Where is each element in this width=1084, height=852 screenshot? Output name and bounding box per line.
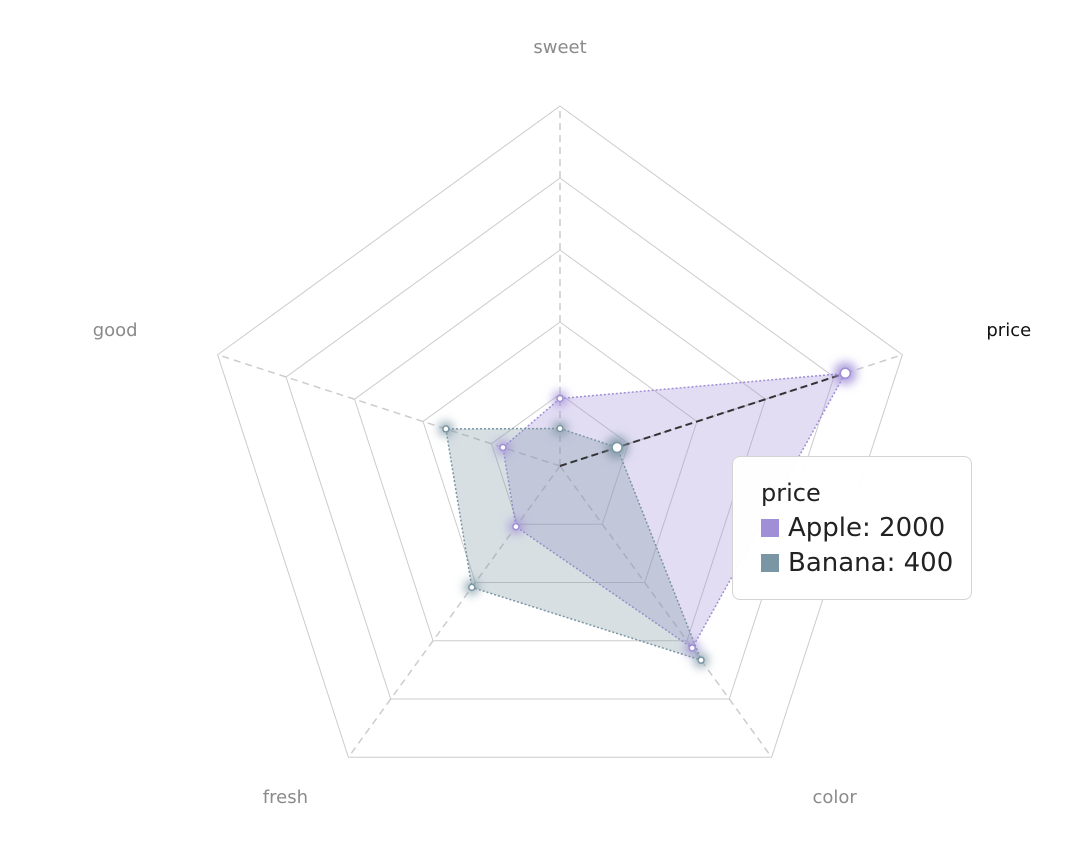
tooltip-banana-value: 400: [903, 548, 954, 578]
banana-point-color: [694, 653, 709, 668]
banana-point-good: [438, 421, 453, 436]
axis-label-price: price: [986, 320, 1031, 341]
banana-point-marker: [611, 441, 623, 454]
banana-point-fresh: [464, 580, 479, 595]
tooltip-title: price: [761, 479, 821, 507]
tooltip-apple-value: 2000: [879, 513, 946, 543]
apple-swatch: [761, 519, 779, 537]
apple-point-color: [685, 641, 700, 656]
grid-ring-3: [353, 249, 767, 642]
apple-point-fresh: [508, 519, 523, 534]
apple-point-marker: [556, 394, 564, 403]
radar-grid: [217, 105, 903, 758]
apple-point-marker: [512, 522, 520, 531]
tooltip-apple-name: Apple: [788, 513, 863, 543]
axis-label-color: color: [812, 787, 857, 808]
tooltip: price Apple: 2000 Banana: 400: [732, 456, 972, 600]
apple-area: [502, 372, 847, 650]
banana-point-sweet: [553, 421, 567, 436]
banana-swatch: [761, 554, 779, 572]
series-points[interactable]: [438, 362, 857, 668]
axis-line-fresh: [347, 465, 561, 758]
axis-label-fresh: fresh: [263, 787, 308, 808]
banana-point-marker: [697, 656, 705, 664]
apple-point-marker: [499, 443, 507, 452]
banana-point-marker: [556, 424, 564, 433]
tooltip-banana-name: Banana: [788, 548, 887, 578]
grid-ring-5: [217, 105, 903, 758]
grid-ring-1: [490, 393, 630, 525]
apple-point-good: [495, 440, 510, 455]
apple-point-marker: [688, 644, 697, 652]
banana-point-price: [606, 436, 629, 459]
grid-ring-2: [422, 321, 698, 583]
apple-point-sweet: [553, 391, 567, 406]
apple-point-marker: [839, 367, 852, 380]
tooltip-row-banana: Banana: 400: [761, 546, 971, 581]
apple-point-price: [834, 362, 857, 385]
banana-point-marker: [442, 425, 450, 433]
banana-area: [444, 427, 703, 662]
axis-label-good: good: [93, 320, 138, 341]
banana-point-marker: [468, 583, 476, 592]
tooltip-row-apple: Apple: 2000: [761, 511, 971, 546]
grid-ring-4: [285, 177, 835, 700]
axis-label-sweet: sweet: [533, 37, 586, 58]
axis-line-color: [559, 465, 773, 758]
axis-labels: sweet price color fresh good: [93, 37, 1031, 808]
